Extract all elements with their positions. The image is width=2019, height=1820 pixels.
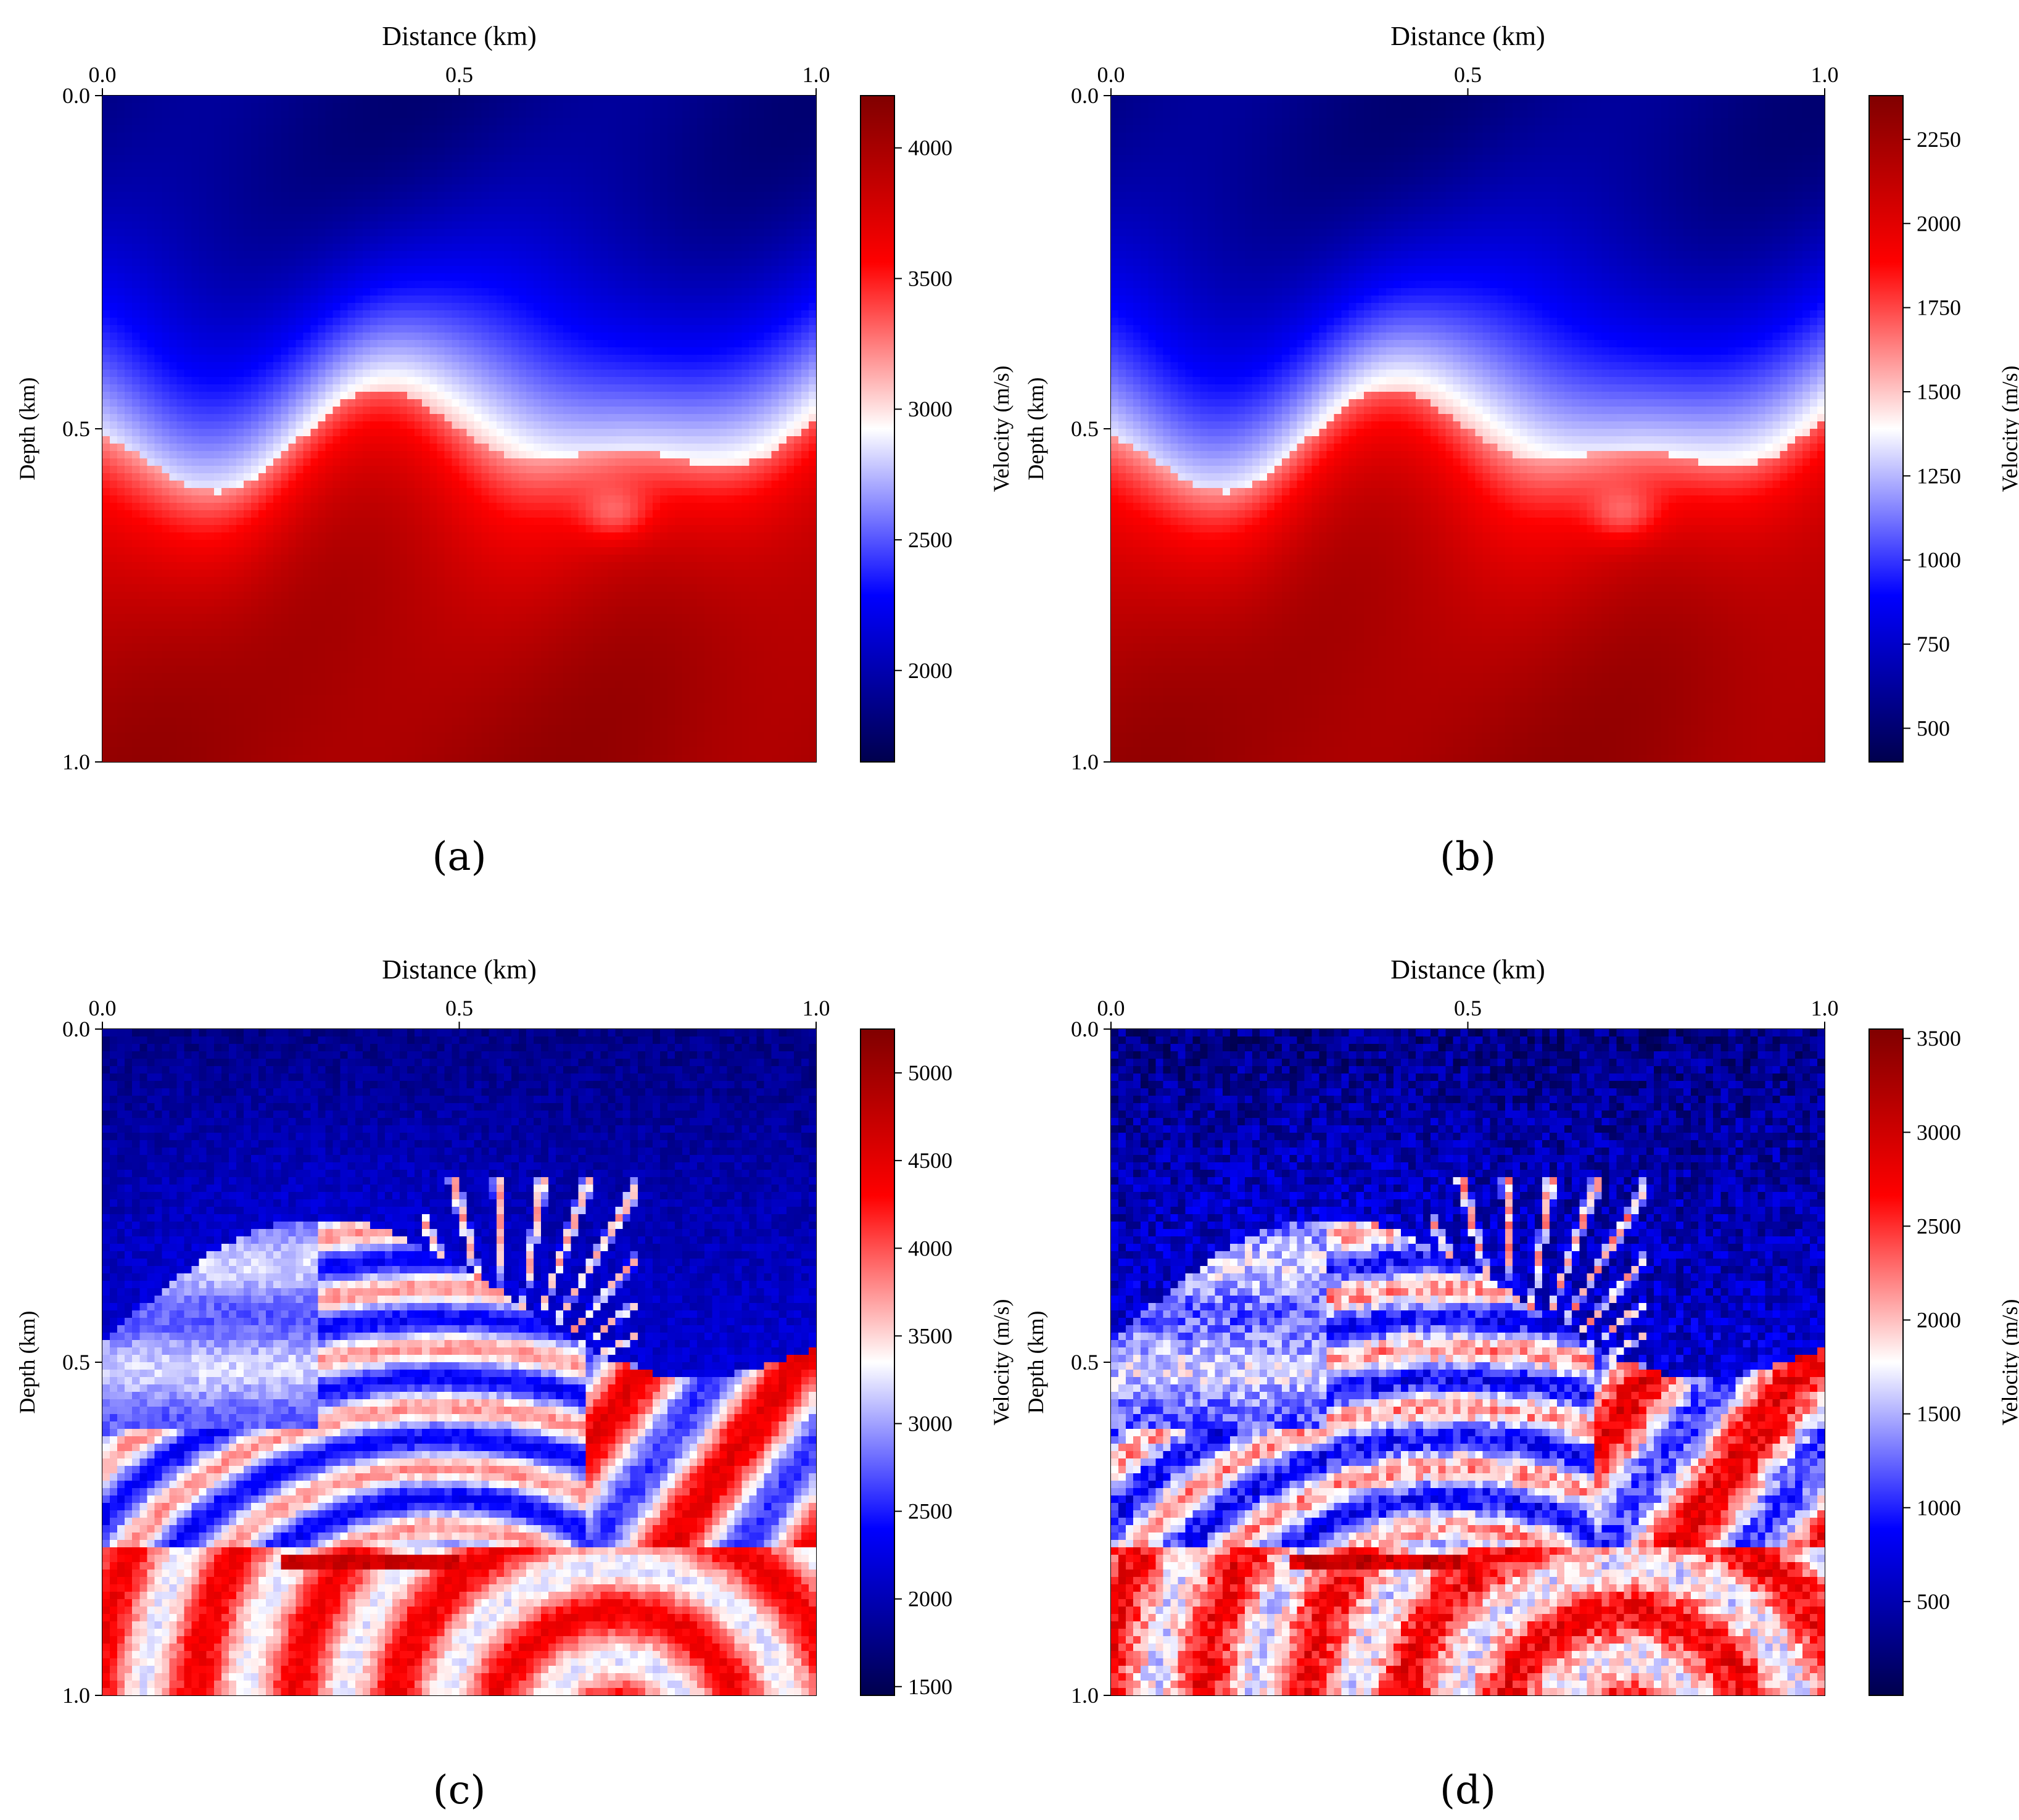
y-tick-label: 0.5	[62, 416, 90, 441]
colorbar-tick-label: 3000	[1917, 1120, 1961, 1144]
panel-label: (a)	[432, 834, 486, 880]
heatmap-3	[1111, 1029, 1825, 1695]
colorbar-title: Velocity (m/s)	[1997, 1299, 2019, 1426]
heatmap-0	[102, 96, 816, 762]
x-tick-label: 0.5	[445, 62, 473, 87]
colorbar-tick-label: 1250	[1917, 463, 1961, 488]
y-tick-label: 1.0	[62, 750, 90, 774]
colorbar	[860, 1028, 895, 1696]
colorbar-tick-label: 1750	[1917, 296, 1961, 320]
colorbar-tick-label: 2000	[1917, 1308, 1961, 1333]
colorbar-tick-label: 4000	[908, 136, 952, 160]
colorbar	[1868, 95, 1904, 763]
x-tick-label: 1.0	[1811, 996, 1839, 1020]
panel-label: (c)	[433, 1768, 486, 1813]
panel-a: 0.0 0.5 1.0 0.0 0.5 1.0 Distance (km) Depth (km…	[15, 21, 1014, 880]
y-tick-label: 0.5	[62, 1350, 90, 1375]
panel-b: 0.0 0.5 1.0 0.0 0.5 1.0 Distance (km) Depth (km…	[1023, 21, 2019, 880]
x-axis-title: Distance (km)	[382, 21, 536, 51]
colorbar-tick-label: 3500	[1917, 1026, 1961, 1051]
y-axis-title: Depth (km)	[15, 378, 39, 481]
x-tick-label: 0.5	[1454, 62, 1482, 87]
colorbar-tick-label: 3500	[908, 1323, 952, 1348]
y-tick-label: 1.0	[62, 1683, 90, 1708]
colorbar-tick-label: 500	[1917, 716, 1950, 740]
colorbar-tick-label: 5000	[908, 1061, 952, 1085]
x-tick-label: 0.0	[89, 996, 117, 1020]
colorbar-tick-label: 1000	[1917, 548, 1961, 573]
colorbar-tick-label: 3500	[908, 266, 952, 291]
colorbar-tick-label: 4500	[908, 1148, 952, 1173]
x-tick-label: 0.0	[1097, 996, 1125, 1020]
heatmap-2	[102, 1029, 816, 1695]
x-tick-label: 1.0	[1811, 62, 1839, 87]
colorbar-title: Velocity (m/s)	[1997, 366, 2019, 492]
y-tick-label: 0.0	[62, 1017, 90, 1041]
colorbar-title: Velocity (m/s)	[989, 366, 1014, 492]
panel-label: (d)	[1440, 1768, 1496, 1813]
y-axis-title: Depth (km)	[15, 1311, 39, 1414]
colorbar-tick-label: 1000	[1917, 1495, 1961, 1520]
colorbar	[1868, 1028, 1904, 1696]
y-tick-label: 0.0	[1071, 1017, 1099, 1041]
x-tick-label: 0.5	[445, 996, 473, 1020]
colorbar-tick-label: 500	[1917, 1589, 1950, 1614]
colorbar-tick-label: 2250	[1917, 127, 1961, 152]
colorbar-tick-label: 750	[1917, 632, 1950, 656]
colorbar-tick-label: 2500	[908, 1499, 952, 1524]
colorbar	[860, 95, 895, 763]
colorbar-tick-label: 1500	[1917, 379, 1961, 404]
x-axis-title: Distance (km)	[382, 954, 536, 985]
colorbar-tick-label: 2000	[908, 658, 952, 683]
colorbar-title: Velocity (m/s)	[989, 1299, 1014, 1426]
y-tick-label: 0.0	[62, 83, 90, 108]
panel-label: (b)	[1440, 834, 1496, 880]
colorbar-tick-label: 2000	[1917, 211, 1961, 236]
y-axis-title: Depth (km)	[1023, 1311, 1048, 1414]
colorbar-tick-label: 1500	[908, 1674, 952, 1699]
x-axis-title: Distance (km)	[1390, 954, 1545, 985]
y-tick-label: 1.0	[1071, 1683, 1099, 1708]
x-tick-label: 0.0	[1097, 62, 1125, 87]
x-axis-title: Distance (km)	[1390, 21, 1545, 51]
colorbar-tick-label: 2000	[908, 1587, 952, 1611]
colorbar-tick-label: 3000	[908, 1411, 952, 1436]
y-tick-label: 0.5	[1071, 1350, 1099, 1375]
y-tick-label: 0.0	[1071, 83, 1099, 108]
panel-c: 0.0 0.5 1.0 0.0 0.5 1.0 Distance (km) Depth (km…	[15, 954, 1014, 1813]
colorbar-tick-label: 2500	[908, 527, 952, 552]
colorbar-tick-label: 1500	[1917, 1402, 1961, 1426]
colorbar-tick-label: 4000	[908, 1236, 952, 1260]
x-tick-label: 1.0	[803, 996, 830, 1020]
y-tick-label: 0.5	[1071, 416, 1099, 441]
y-axis-title: Depth (km)	[1023, 378, 1048, 481]
heatmap-1	[1111, 96, 1825, 762]
colorbar-tick-label: 2500	[1917, 1214, 1961, 1238]
x-tick-label: 1.0	[803, 62, 830, 87]
x-tick-label: 0.0	[89, 62, 117, 87]
x-tick-label: 0.5	[1454, 996, 1482, 1020]
colorbar-tick-label: 3000	[908, 397, 952, 421]
panel-d: 0.0 0.5 1.0 0.0 0.5 1.0 Distance (km) Depth (km…	[1023, 954, 2019, 1813]
y-tick-label: 1.0	[1071, 750, 1099, 774]
